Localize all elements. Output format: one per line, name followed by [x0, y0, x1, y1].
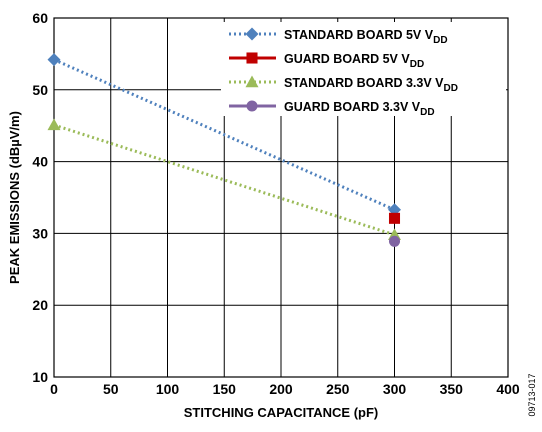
y-tick-label: 60: [32, 10, 48, 26]
series-markers: [47, 53, 401, 247]
y-tick-label: 40: [32, 154, 48, 170]
x-tick-label: 150: [213, 381, 237, 397]
x-tick-label: 250: [326, 381, 350, 397]
x-tick-label: 50: [103, 381, 119, 397]
series-lines: [53, 58, 396, 237]
legend-marker: [245, 27, 259, 41]
y-tick-labels: 10 20 30 40 50 60: [32, 10, 48, 385]
legend-label: GUARD BOARD 3.3V VDD: [284, 100, 435, 118]
legend-box: [221, 22, 506, 116]
x-tick-label: 350: [440, 381, 464, 397]
x-tick-label: 0: [50, 381, 58, 397]
y-tick-label: 30: [32, 225, 48, 241]
x-tick-label: 200: [269, 381, 293, 397]
data-point: [47, 53, 61, 67]
x-axis-label: STITCHING CAPACITANCE (pF): [184, 405, 379, 420]
y-tick-label: 10: [32, 369, 48, 385]
x-tick-label: 100: [156, 381, 180, 397]
data-point: [388, 212, 401, 224]
y-axis-label: PEAK EMISSIONS (dBµV/m): [7, 111, 22, 284]
plot-frame: [53, 17, 509, 378]
legend-label: GUARD BOARD 5V VDD: [284, 52, 424, 70]
x-tick-labels: 0 50 100 150 200 250 300 350 400: [50, 381, 520, 397]
x-tick-label: 300: [383, 381, 407, 397]
y-tick-label: 20: [32, 297, 48, 313]
legend-marker: [245, 75, 259, 88]
y-tick-label: 50: [32, 82, 48, 98]
legend-marker: [246, 52, 258, 64]
figure-id: 09713-017: [527, 373, 537, 416]
data-point: [388, 235, 401, 247]
legend-marker: [246, 100, 258, 112]
series-line: [53, 58, 396, 212]
legend-label: STANDARD BOARD 3.3V VDD: [284, 76, 458, 94]
x-tick-label: 400: [496, 381, 520, 397]
data-point: [47, 118, 61, 131]
legend: STANDARD BOARD 5V VDD GUARD BOARD 5V VDD S…: [229, 27, 458, 118]
legend-label: STANDARD BOARD 5V VDD: [284, 28, 448, 46]
